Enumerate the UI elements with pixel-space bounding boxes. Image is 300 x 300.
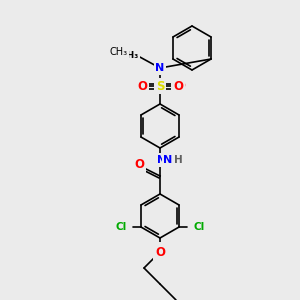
- Text: O: O: [136, 161, 144, 171]
- Text: O: O: [134, 158, 144, 172]
- Text: Cl: Cl: [115, 222, 127, 232]
- Text: O: O: [177, 81, 185, 91]
- Text: H: H: [174, 155, 183, 165]
- Text: O: O: [176, 81, 184, 91]
- Text: Cl: Cl: [194, 222, 205, 232]
- Text: N: N: [156, 63, 164, 73]
- Text: O: O: [173, 80, 183, 92]
- Text: N: N: [155, 63, 165, 73]
- Text: CH₃: CH₃: [110, 47, 128, 57]
- Text: S: S: [156, 81, 164, 91]
- Text: O: O: [136, 81, 144, 91]
- Text: O: O: [155, 245, 165, 259]
- Text: NH: NH: [157, 155, 175, 165]
- Text: N: N: [164, 155, 172, 165]
- Text: O: O: [153, 244, 161, 254]
- Text: CH₃: CH₃: [121, 52, 139, 61]
- Text: O: O: [137, 80, 147, 92]
- Text: S: S: [156, 80, 164, 92]
- Text: O: O: [135, 81, 143, 91]
